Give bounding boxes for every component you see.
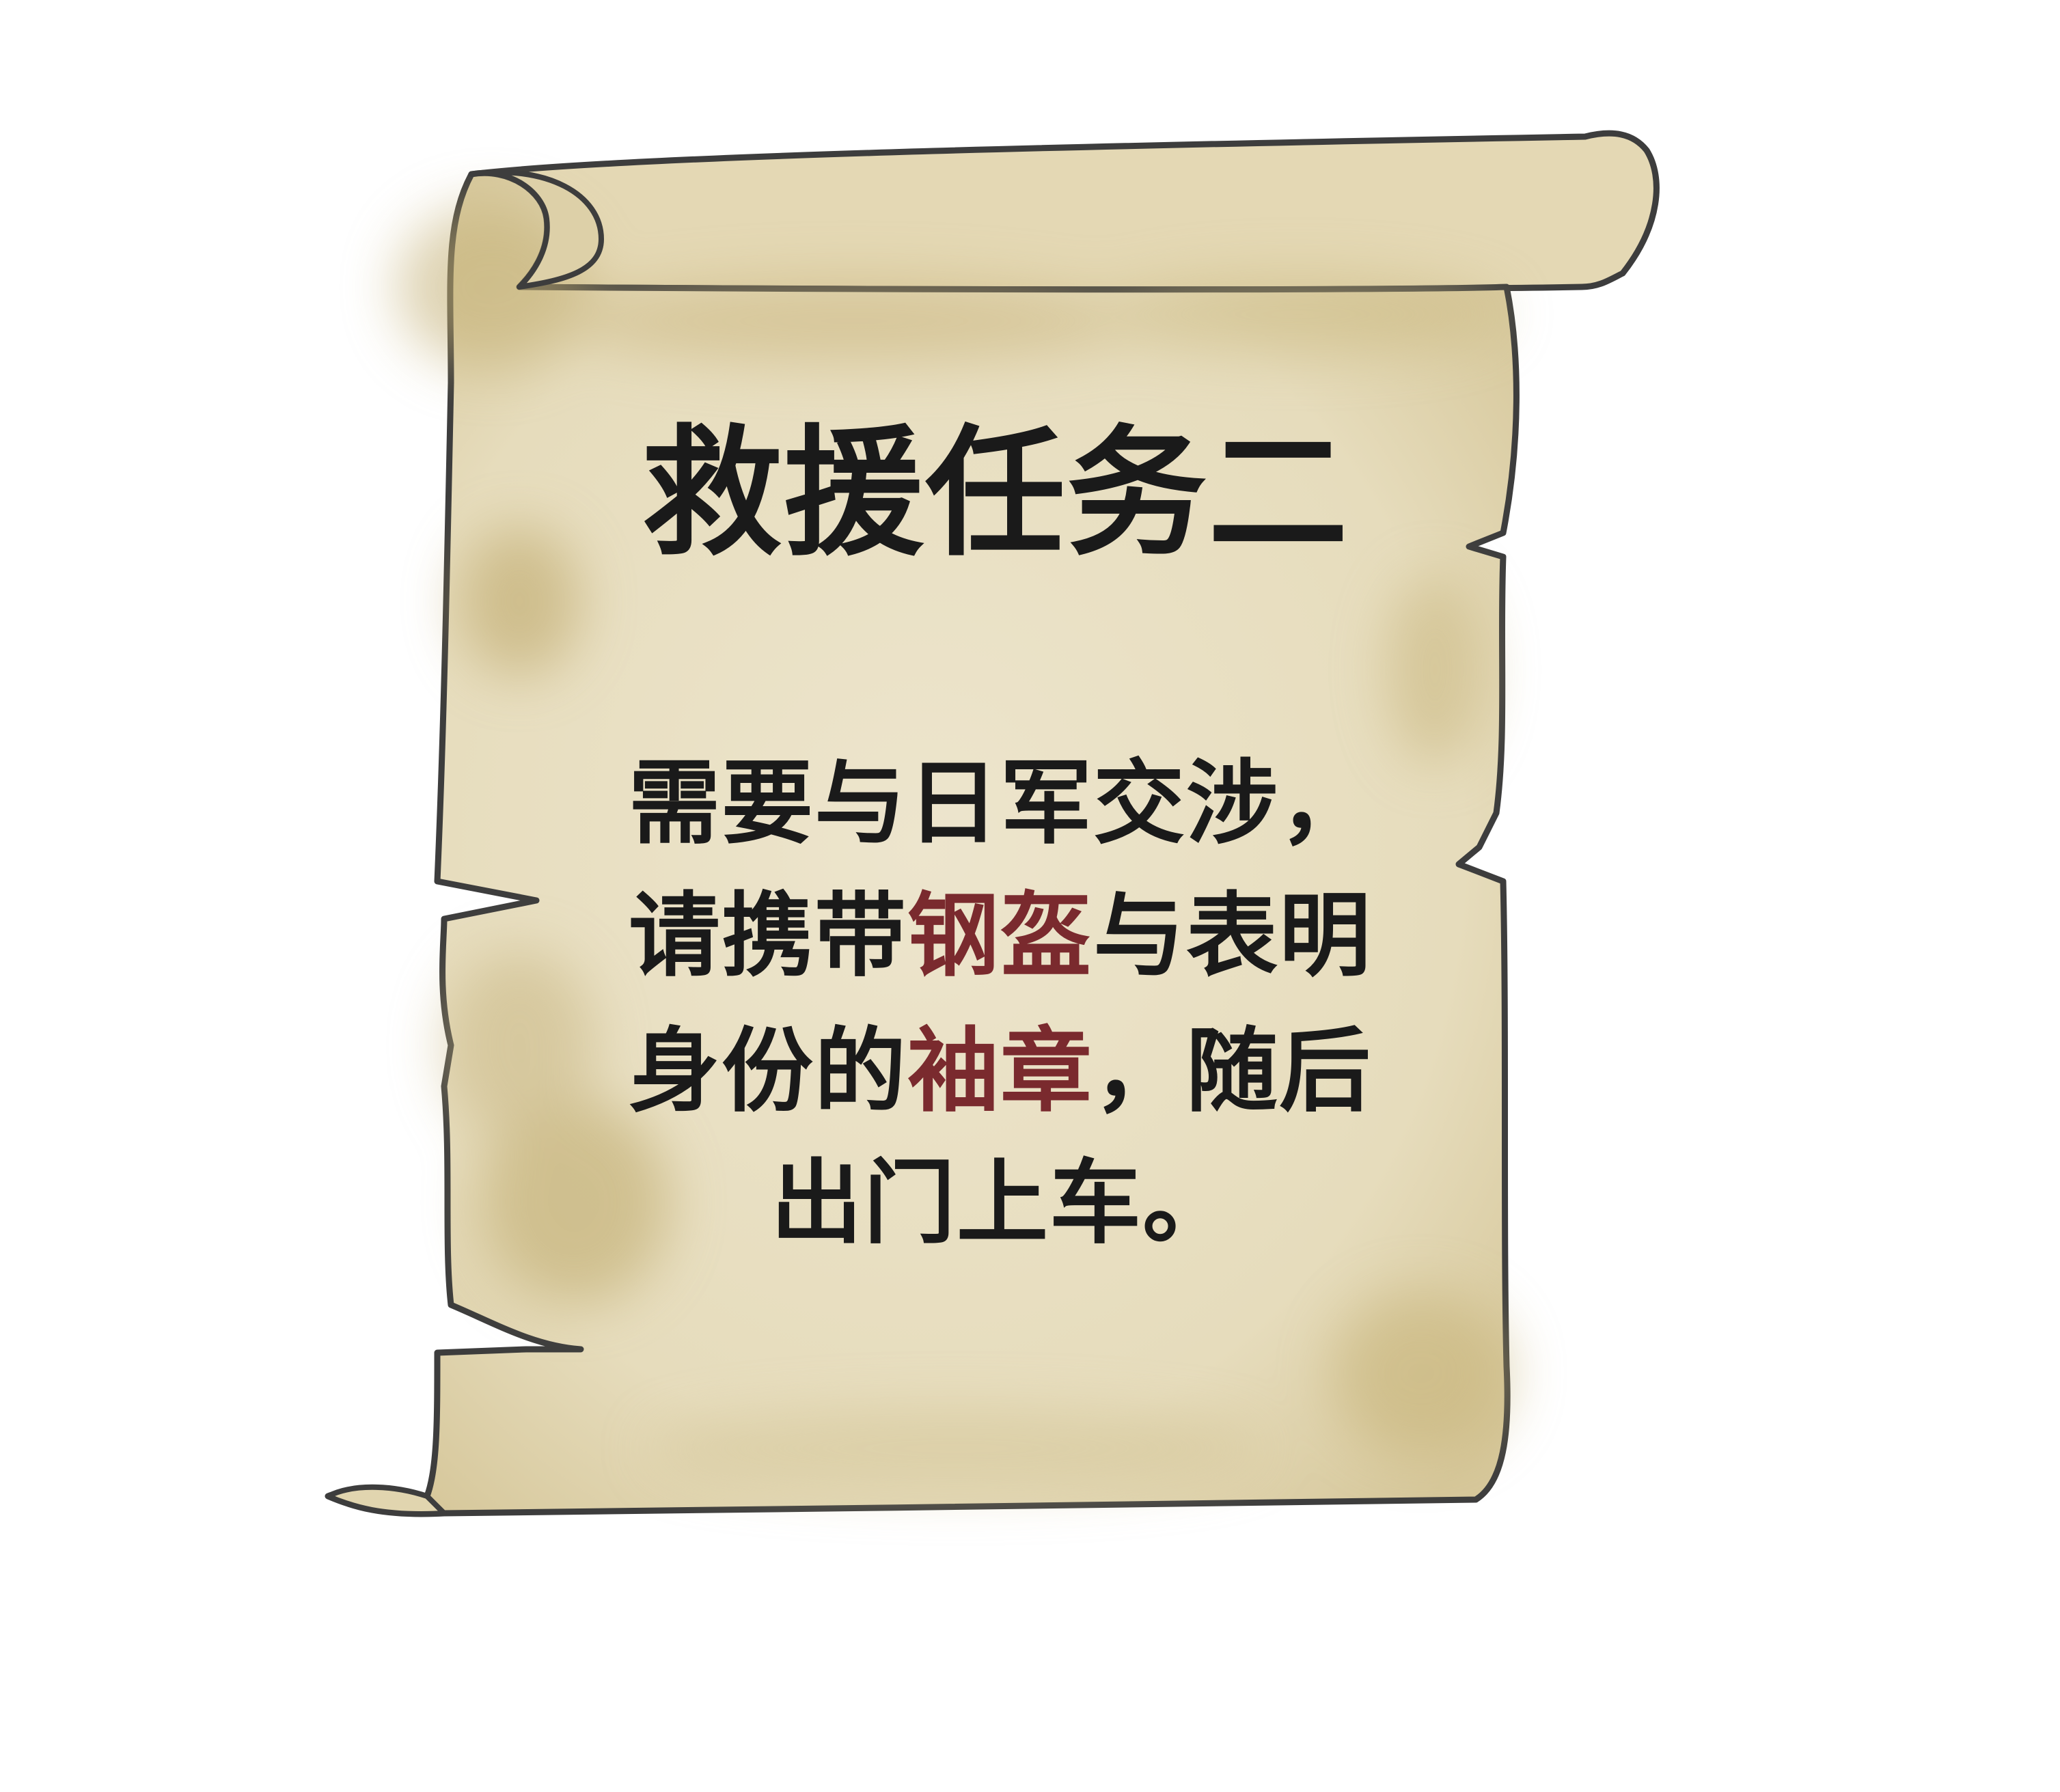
body-line-3-end: ，随后 [1093,1017,1373,1125]
highlight-armband: 袖章 [907,1017,1094,1125]
scroll-top-curl [469,169,604,290]
body-line-2-start: 请携带 [629,881,908,989]
body-line-3: 身份的袖章，随后 [629,1025,1372,1116]
scroll-bottom-curl [325,1484,447,1517]
body-line-3-start: 身份的 [629,1017,908,1125]
mission-title: 救援任务二 [642,411,1349,575]
body-line-4: 出门上车。 [771,1148,1236,1256]
highlight-helmet: 钢盔 [907,881,1094,989]
body-line-2: 请携带钢盔与表明 [629,890,1372,981]
body-line-1: 需要与日军交涉， [629,749,1373,857]
parchment-stains [396,205,1510,1486]
body-line-2-end: 与表明 [1093,881,1373,989]
